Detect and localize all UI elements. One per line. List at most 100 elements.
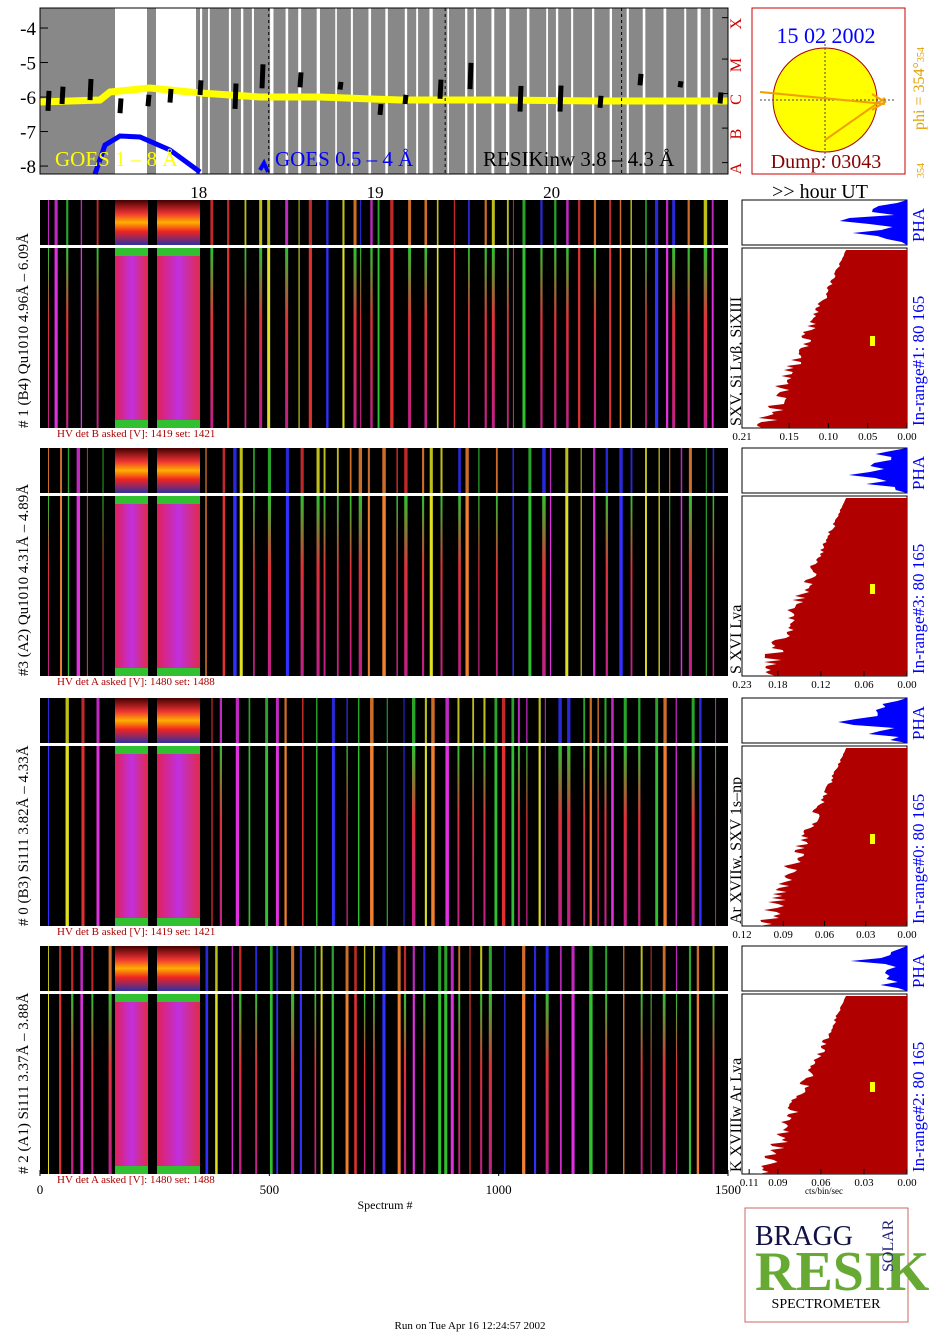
spectrogram-stripe [444, 994, 448, 1174]
hist-area [758, 748, 907, 926]
spectrogram-stripe [276, 994, 279, 1174]
pha-stripe [66, 200, 69, 245]
spectrogram-stripe [645, 496, 647, 676]
pha-stripe [363, 946, 366, 991]
spectrogram-stripe [544, 746, 546, 926]
goes-gap [298, 8, 302, 174]
goes-gap [228, 8, 231, 174]
pha-stripe [108, 946, 112, 991]
spectrogram-stripe [703, 248, 708, 428]
pha-stripe [662, 946, 666, 991]
spectrogram-stripe [59, 994, 62, 1174]
spectrogram-stripe [367, 496, 370, 676]
pha-stripe [571, 946, 575, 991]
spectrogram-stripe [345, 994, 349, 1174]
spectrogram-edge [115, 1166, 148, 1174]
goes-short-curve [92, 133, 202, 175]
spectrogram-stripe [675, 994, 678, 1174]
sun-dump: Dump: 03043 [771, 151, 882, 173]
pha-stripe [458, 448, 461, 493]
spectrogram-stripe [316, 496, 320, 676]
spectrogram-stripe [478, 496, 480, 676]
pha-stripe [457, 698, 460, 743]
pha-stripe [488, 946, 492, 991]
pha-stripe [373, 946, 375, 991]
spectrogram-stripe [269, 994, 273, 1174]
spectrogram-stripe [715, 746, 717, 926]
pha-stripe [284, 698, 287, 743]
spectrogram-stripe [669, 496, 671, 676]
class-label: C [728, 94, 745, 105]
spectrogram-stripe [360, 248, 362, 428]
spectrogram-stripe [666, 248, 669, 428]
pha-stripe [326, 200, 329, 245]
spectrogram-stripe [320, 994, 323, 1174]
spectrogram-stripe [396, 496, 398, 676]
hist-tick-label: 0.03 [856, 929, 876, 941]
hist-marker [870, 336, 875, 346]
pha-stripe [495, 448, 498, 493]
spectrogram-stripe [429, 496, 433, 676]
pha-stripe [526, 698, 528, 743]
spectrogram-edge [157, 668, 200, 676]
pha-stripe [60, 448, 63, 493]
footer: Run on Tue Apr 16 12:24:57 2002 [395, 1320, 546, 1332]
pha-stripe [597, 698, 599, 743]
spectrogram-edge [157, 496, 200, 504]
spectrogram-stripe [205, 496, 207, 676]
pha-stripe [440, 448, 443, 493]
pha-stripe [712, 448, 715, 493]
spectrogram-stripe [331, 994, 334, 1174]
spectrogram-stripe [102, 496, 104, 676]
spectrogram-block [157, 994, 200, 1174]
spectrogram-stripe [630, 496, 633, 676]
hist-tick-label: 0.15 [780, 431, 800, 443]
spectrogram-stripe [331, 746, 335, 926]
spectrogram-stripe [567, 746, 571, 926]
hist-axis-label: cts/bin/sec [805, 1186, 843, 1196]
goes-long-curve [39, 84, 728, 106]
spectrogram-stripe [436, 248, 439, 428]
resik-segment [167, 88, 174, 103]
pha-block [157, 448, 200, 493]
hist-tick-label: 0.23 [732, 679, 752, 691]
pha-stripe [654, 200, 659, 245]
spectrogram-stripe [54, 248, 58, 428]
pha-stripe [80, 946, 83, 991]
pha-stripe [96, 698, 100, 743]
pha-stripe [235, 698, 240, 743]
spectrogram-stripe [680, 496, 683, 676]
pha-stripe [512, 448, 514, 493]
pha-stripe [705, 448, 707, 493]
pha-histogram [838, 698, 907, 743]
pha-stripe [560, 946, 562, 991]
pha-stripe [404, 448, 408, 493]
pha-stripe [308, 200, 312, 245]
pha-stripe [336, 448, 339, 493]
resik-segment [59, 86, 66, 105]
pha-stripe [255, 946, 258, 991]
spectrogram-stripe [71, 994, 74, 1174]
goes-gap [473, 8, 477, 174]
pha-block [157, 946, 200, 991]
spectrogram-stripe [231, 994, 233, 1174]
spectrogram-stripe [645, 248, 647, 428]
pha-stripe [605, 448, 608, 493]
spectrogram-stripe [48, 248, 50, 428]
pha-stripe [54, 200, 58, 245]
goes-gap [335, 8, 337, 174]
phi-sub: 354 [916, 47, 927, 62]
pha-stripe [672, 200, 676, 245]
spectrogram-stripe [663, 746, 667, 926]
logo-spectrometer: SPECTROMETER [772, 1297, 882, 1312]
spectrogram-stripe [373, 994, 375, 1174]
panel-label: # 0 (B3) Si111 3.82Å – 4.33Å [16, 745, 32, 926]
spectrogram-stripe [438, 994, 442, 1174]
pha-stripe [285, 448, 289, 493]
pha-stripe [349, 448, 352, 493]
pha-stripe [239, 946, 242, 991]
spectrogram-stripe [623, 994, 625, 1174]
goes-gap [416, 8, 419, 174]
spectrogram-stripe [314, 994, 317, 1174]
pha-stripe [411, 698, 416, 743]
